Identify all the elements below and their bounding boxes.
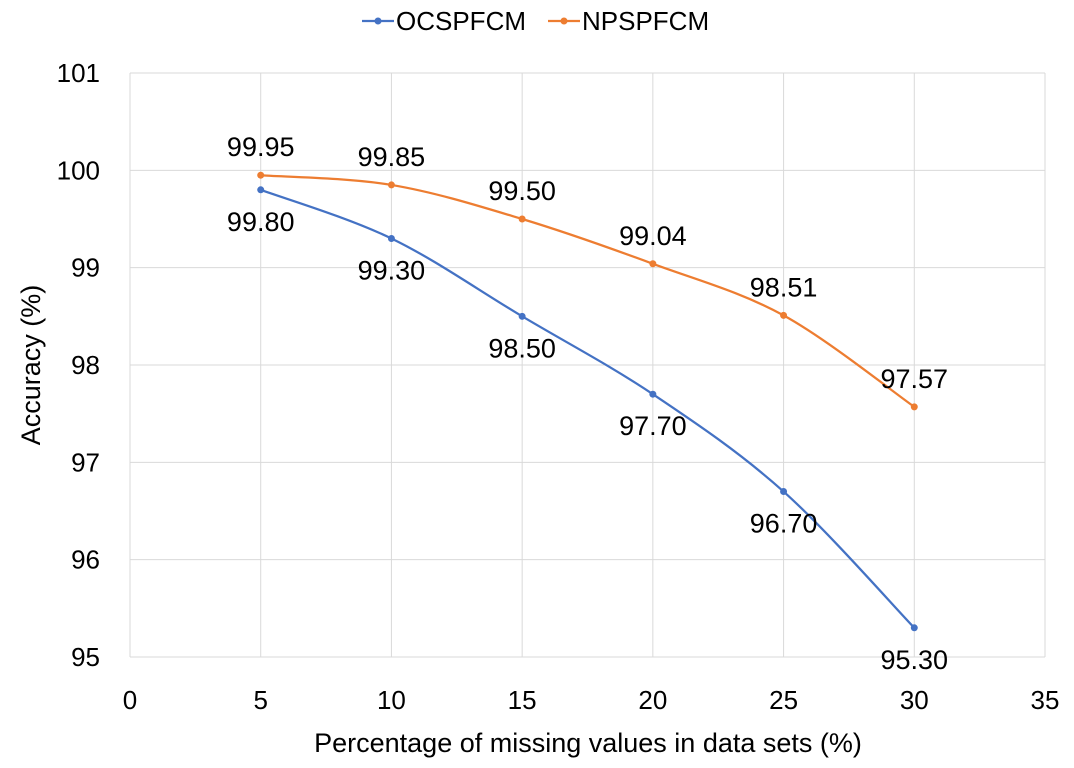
x-tick-label: 25 <box>769 685 798 715</box>
ocspfcm-point <box>387 234 395 242</box>
npspfcm-data-label: 99.50 <box>488 176 556 206</box>
ocspfcm-point <box>649 390 657 398</box>
npspfcm-point <box>387 181 395 189</box>
legend-swatch-marker <box>374 17 382 25</box>
npspfcm-data-label: 99.95 <box>227 132 295 162</box>
npspfcm-point <box>518 215 526 223</box>
legend-item-npspfcm: NPSPFCM <box>548 6 709 36</box>
x-tick-label: 20 <box>638 685 667 715</box>
y-tick-label: 97 <box>71 447 100 477</box>
y-tick-label: 95 <box>71 642 100 672</box>
ocspfcm-data-label: 97.70 <box>619 411 687 441</box>
x-tick-label: 0 <box>123 685 137 715</box>
y-tick-label: 101 <box>57 58 100 88</box>
npspfcm-point <box>649 260 657 268</box>
y-axis-title: Accuracy (%) <box>16 285 46 446</box>
ocspfcm-point <box>257 186 265 194</box>
ocspfcm-series-line <box>260 188 916 629</box>
x-tick-label: 15 <box>508 685 537 715</box>
npspfcm-point <box>257 171 265 179</box>
ocspfcm-point <box>518 312 526 320</box>
legend-item-ocspfcm: OCSPFCM <box>362 6 526 36</box>
ocspfcm-point <box>910 624 918 632</box>
y-tick-label: 98 <box>71 350 100 380</box>
y-tick-label: 100 <box>57 155 100 185</box>
legend-label: OCSPFCM <box>396 6 526 36</box>
ocspfcm-data-label: 95.30 <box>880 645 948 675</box>
ocspfcm-data-label: 99.30 <box>358 255 426 285</box>
series-layer <box>257 171 918 632</box>
legend-label: NPSPFCM <box>582 6 709 36</box>
x-tick-label: 10 <box>377 685 406 715</box>
x-tick-label: 5 <box>253 685 267 715</box>
data-labels: 99.80 99.30 98.50 97.70 96.70 95.30 99.95 99.85… <box>227 132 948 675</box>
ocspfcm-point <box>780 488 788 496</box>
ocspfcm-data-label: 99.80 <box>227 207 295 237</box>
npspfcm-point <box>910 403 918 411</box>
grid <box>129 72 1046 658</box>
ocspfcm-data-label: 98.50 <box>488 333 556 363</box>
x-tick-label: 35 <box>1031 685 1060 715</box>
x-axis: 0 5 10 15 20 25 30 35 <box>123 685 1060 715</box>
npspfcm-data-label: 99.85 <box>358 142 426 172</box>
ocspfcm-data-label: 96.70 <box>750 509 818 539</box>
x-tick-label: 30 <box>900 685 929 715</box>
legend-swatch-marker <box>560 17 568 25</box>
npspfcm-data-label: 97.57 <box>880 364 948 394</box>
npspfcm-point <box>780 311 788 319</box>
npspfcm-data-label: 98.51 <box>750 272 818 302</box>
npspfcm-data-label: 99.04 <box>619 221 687 251</box>
y-tick-label: 99 <box>71 253 100 283</box>
npspfcm-series-line <box>260 174 915 408</box>
legend: OCSPFCM NPSPFCM <box>362 6 709 36</box>
x-axis-title: Percentage of missing values in data set… <box>314 728 862 758</box>
y-axis: 95 96 97 98 99 100 101 <box>57 58 100 672</box>
y-tick-label: 96 <box>71 545 100 575</box>
